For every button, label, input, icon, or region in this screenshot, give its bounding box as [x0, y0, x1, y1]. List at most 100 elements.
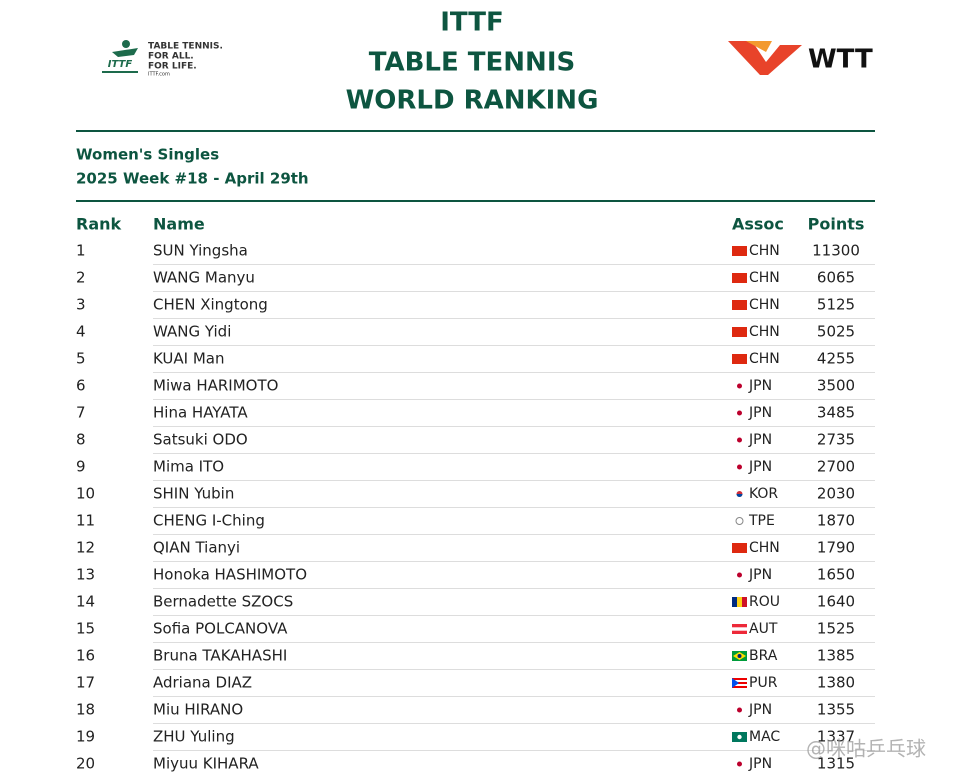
- table-row: 8 Satsuki ODO JPN 2735: [76, 431, 875, 454]
- flag-part: [732, 516, 747, 526]
- flag-part: [732, 246, 747, 256]
- table-row: 20 Miyuu KIHARA JPN 1315: [76, 755, 855, 773]
- table-row: 1 SUN Yingsha CHN 11300: [76, 242, 875, 265]
- rank: 13: [76, 566, 95, 584]
- title-line: WORLD RANKING: [346, 86, 599, 116]
- points: 1650: [817, 566, 855, 584]
- association: JPN: [748, 378, 772, 394]
- player-name: Miyuu KIHARA: [153, 755, 259, 773]
- player-name: WANG Yidi: [153, 323, 231, 341]
- association: CHN: [749, 243, 780, 259]
- flag-part: [732, 682, 747, 684]
- points: 2030: [817, 485, 855, 503]
- player-name: KUAI Man: [153, 350, 225, 368]
- table-row: 18 Miu HIRANO JPN 1355: [76, 701, 875, 724]
- association: CHN: [749, 270, 780, 286]
- player-name: ZHU Yuling: [153, 728, 235, 746]
- player-name: Hina HAYATA: [153, 404, 248, 422]
- flag: [732, 489, 747, 499]
- flag: [732, 624, 747, 634]
- rank: 2: [76, 269, 86, 287]
- table-row: 12 QIAN Tianyi CHN 1790: [76, 539, 875, 562]
- association: CHN: [749, 540, 780, 556]
- flag-part: [737, 707, 742, 713]
- table-row: 2 WANG Manyu CHN 6065: [76, 269, 875, 292]
- association: JPN: [748, 432, 772, 448]
- table-row: 19 ZHU Yuling MAC 1337: [76, 728, 875, 751]
- player-name: WANG Manyu: [153, 269, 255, 287]
- flag-part: [737, 654, 742, 658]
- flag: [732, 543, 747, 553]
- wtt-logo: WTT: [728, 41, 873, 75]
- rank: 18: [76, 701, 95, 719]
- flag-part: [732, 678, 747, 680]
- points: 1337: [817, 728, 855, 746]
- flag: [732, 408, 747, 418]
- week-label: 2025 Week #18 - April 29th: [76, 170, 309, 188]
- association: KOR: [749, 486, 778, 502]
- flag-part: [732, 678, 739, 688]
- flag-part: [732, 597, 737, 607]
- ittf-logo: ITTF TABLE TENNIS. FOR ALL. FOR LIFE. IT…: [102, 40, 223, 78]
- table-row: 9 Mima ITO JPN 2700: [76, 458, 875, 481]
- rank: 10: [76, 485, 95, 503]
- flag-part: [737, 734, 742, 740]
- flag-part: [735, 517, 744, 525]
- rank: 11: [76, 512, 95, 530]
- association: JPN: [748, 405, 772, 421]
- table-row: 7 Hina HAYATA JPN 3485: [76, 404, 875, 427]
- table-row: 13 Honoka HASHIMOTO JPN 1650: [76, 566, 875, 589]
- association: CHN: [749, 324, 780, 340]
- points: 5025: [817, 323, 855, 341]
- points: 11300: [812, 242, 860, 260]
- player-name: CHENG I-Ching: [153, 512, 265, 530]
- player-name: SUN Yingsha: [153, 242, 248, 260]
- logo-mark: ITTF: [108, 59, 133, 70]
- rank: 5: [76, 350, 86, 368]
- flag-part: [737, 761, 742, 767]
- player-name: Sofia POLCANOVA: [153, 620, 288, 638]
- rank: 6: [76, 377, 86, 395]
- event-name: Women's Singles: [76, 146, 219, 164]
- flag: [732, 327, 747, 337]
- points: 1640: [817, 593, 855, 611]
- points: 2700: [817, 458, 855, 476]
- player-name: Honoka HASHIMOTO: [153, 566, 307, 584]
- player-name: SHIN Yubin: [153, 485, 234, 503]
- watermark: @咪咕乒乓球: [806, 737, 926, 761]
- rank: 4: [76, 323, 86, 341]
- association: JPN: [748, 702, 772, 718]
- flag-part: [736, 494, 743, 497]
- flag: [732, 462, 747, 472]
- player-name: Miu HIRANO: [153, 701, 243, 719]
- flag-part: [742, 597, 747, 607]
- rank: 15: [76, 620, 95, 638]
- flag: [732, 246, 747, 256]
- table-row: 16 Bruna TAKAHASHI BRA 1385: [76, 647, 875, 670]
- flag-part: [737, 437, 742, 443]
- logo-text: FOR LIFE.: [148, 62, 197, 72]
- flag-part: [732, 300, 747, 310]
- flag-part: [732, 327, 747, 337]
- flag-part: [732, 273, 747, 283]
- title-line: ITTF: [440, 8, 504, 38]
- association: TPE: [748, 513, 775, 529]
- player-name: Mima ITO: [153, 458, 224, 476]
- association: ROU: [749, 594, 780, 610]
- flag-part: [732, 680, 747, 682]
- flag: [732, 759, 747, 769]
- title-line: TABLE TENNIS: [369, 48, 575, 78]
- column-header: Name: [153, 215, 205, 234]
- points: 3500: [817, 377, 855, 395]
- rank: 8: [76, 431, 86, 449]
- player-name: Bernadette SZOCS: [153, 593, 293, 611]
- points: 1315: [817, 755, 855, 773]
- flag: [732, 705, 747, 715]
- flag-part: [737, 464, 742, 470]
- points: 1870: [817, 512, 855, 530]
- player-name: Satsuki ODO: [153, 431, 248, 449]
- points: 1790: [817, 539, 855, 557]
- wtt-text: WTT: [808, 45, 873, 75]
- flag: [732, 354, 747, 364]
- points: 5125: [817, 296, 855, 314]
